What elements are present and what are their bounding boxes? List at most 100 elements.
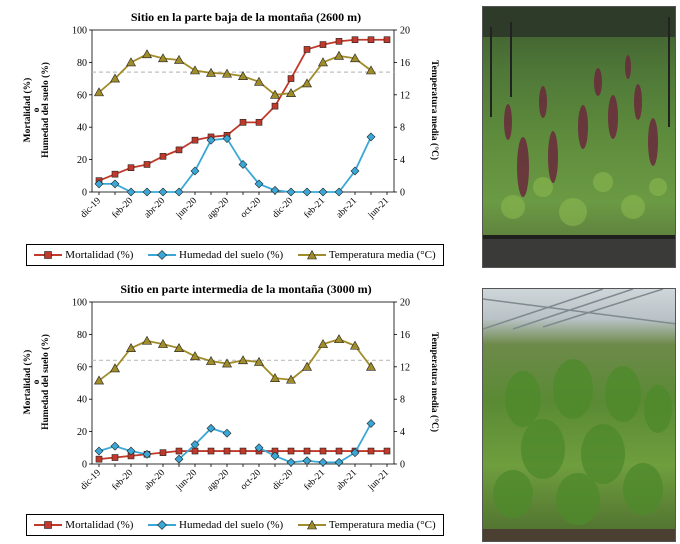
data-point-mortality <box>303 46 311 53</box>
data-point-temperature <box>141 335 153 345</box>
data-point-humidity <box>142 187 152 197</box>
chart-panel-mid-site: Sitio en parte intermedia de la montaña … <box>8 278 444 542</box>
legend-item-humidity: Humedad del suelo (%) <box>148 249 283 261</box>
chart-title: Sitio en la parte baja de la montaña (26… <box>131 10 361 24</box>
legend-item-temperature: Temperatura media (°C) <box>297 519 436 531</box>
data-point-humidity <box>334 457 344 467</box>
data-point-temperature <box>93 87 105 97</box>
data-point-temperature <box>205 67 217 77</box>
data-point-humidity <box>318 457 328 467</box>
data-point-humidity <box>350 166 360 176</box>
data-point-mortality <box>287 75 295 82</box>
legend-item-temperature: Temperatura media (°C) <box>297 249 436 261</box>
series-line-humidity <box>178 427 228 460</box>
data-point-temperature <box>317 57 329 67</box>
y-axis-left-label-separator: o <box>32 107 42 112</box>
data-point-humidity <box>206 423 216 433</box>
chart-low-site: Sitio en la parte baja de la montaña (26… <box>22 10 440 222</box>
data-point-mortality <box>175 447 183 455</box>
series-line-humidity <box>99 136 372 193</box>
data-point-temperature <box>253 356 265 366</box>
diamond-marker-icon <box>148 520 177 530</box>
data-point-temperature <box>157 339 169 348</box>
data-point-humidity <box>110 179 120 189</box>
x-tick-label: ago-20 <box>205 468 231 494</box>
data-point-humidity <box>222 134 232 143</box>
data-point-temperature <box>221 68 233 78</box>
series-line-temperature <box>98 53 372 96</box>
square-marker-icon <box>34 521 63 529</box>
y-right-tick-label: 0 <box>400 460 405 471</box>
data-point-humidity <box>126 187 136 197</box>
y-right-tick-label: 4 <box>400 155 405 166</box>
data-point-mortality <box>223 447 231 455</box>
x-tick-label: abr-20 <box>143 196 168 221</box>
y-right-tick-label: 4 <box>400 427 405 438</box>
y-right-tick-label: 0 <box>400 188 405 199</box>
data-point-humidity <box>222 428 232 438</box>
data-point-mortality <box>111 170 119 178</box>
data-point-mortality <box>367 447 375 455</box>
x-tick-label: abr-21 <box>335 196 360 221</box>
data-point-temperature <box>365 65 377 75</box>
data-point-mortality <box>351 36 359 44</box>
data-point-humidity <box>238 160 248 169</box>
x-tick-label: ago-20 <box>205 196 231 222</box>
data-point-mortality <box>335 38 343 45</box>
data-point-temperature <box>317 339 329 348</box>
y-left-tick-label: 80 <box>77 330 87 341</box>
data-point-temperature <box>253 76 265 86</box>
x-tick-label: jun-21 <box>366 196 391 221</box>
y-right-tick-label: 12 <box>400 362 410 373</box>
y-axis-left-label-mortality: Mortalidad (%) <box>22 78 33 143</box>
data-point-humidity <box>270 451 280 461</box>
legend-label-humidity: Humedad del suelo (%) <box>179 249 284 261</box>
data-point-humidity <box>174 454 184 464</box>
data-point-humidity <box>206 135 216 145</box>
y-axis-right-label: Temperatura media (°C) <box>429 60 440 160</box>
data-point-temperature <box>141 49 153 59</box>
x-tick-label: dic-19 <box>79 468 103 492</box>
data-point-mortality <box>335 447 343 455</box>
data-point-temperature <box>205 356 217 365</box>
greenhouse-plants-photo <box>482 6 676 268</box>
x-tick-label: oct-20 <box>239 196 263 220</box>
triangle-marker-icon <box>297 250 326 260</box>
data-point-temperature <box>125 343 137 352</box>
y-axis-left-label-separator: o <box>32 379 42 384</box>
x-tick-label: jun-20 <box>174 196 199 221</box>
greenhouse-seedlings-photo <box>482 288 676 542</box>
x-tick-label: feb-21 <box>302 467 327 492</box>
data-point-temperature <box>221 358 233 368</box>
data-point-temperature <box>349 340 361 350</box>
data-point-mortality <box>239 119 247 126</box>
data-point-humidity <box>318 187 328 197</box>
chart-legend: Mortalidad (%) Humedad del suelo (%) Tem… <box>26 514 444 536</box>
data-point-temperature <box>333 50 345 60</box>
data-point-mortality <box>207 447 215 455</box>
data-point-temperature <box>269 373 281 382</box>
x-tick-label: feb-20 <box>110 467 135 492</box>
y-left-tick-label: 60 <box>77 90 87 101</box>
chart-panel-low-site: Sitio en la parte baja de la montaña (26… <box>8 6 444 270</box>
x-tick-label: dic-20 <box>271 196 295 220</box>
chart-mid-site: Sitio en parte intermedia de la montaña … <box>22 282 440 494</box>
data-point-mortality <box>95 455 103 463</box>
y-right-tick-label: 16 <box>400 330 410 341</box>
x-tick-label: dic-20 <box>271 468 295 492</box>
y-axis-left-label-mortality: Mortalidad (%) <box>22 350 33 415</box>
data-point-mortality <box>367 36 375 44</box>
square-marker-icon <box>34 251 63 259</box>
legend-label-humidity: Humedad del suelo (%) <box>179 519 284 531</box>
y-right-tick-label: 20 <box>400 298 410 309</box>
data-point-humidity <box>286 457 296 467</box>
y-right-tick-label: 12 <box>400 90 410 101</box>
data-point-temperature <box>93 375 105 385</box>
y-left-tick-label: 60 <box>77 362 87 373</box>
y-left-tick-label: 0 <box>82 460 87 471</box>
y-left-tick-label: 80 <box>77 58 87 69</box>
data-point-mortality <box>383 447 391 455</box>
legend-item-mortality: Mortalidad (%) <box>34 519 133 531</box>
data-point-mortality <box>159 449 167 456</box>
data-point-humidity <box>302 187 312 197</box>
